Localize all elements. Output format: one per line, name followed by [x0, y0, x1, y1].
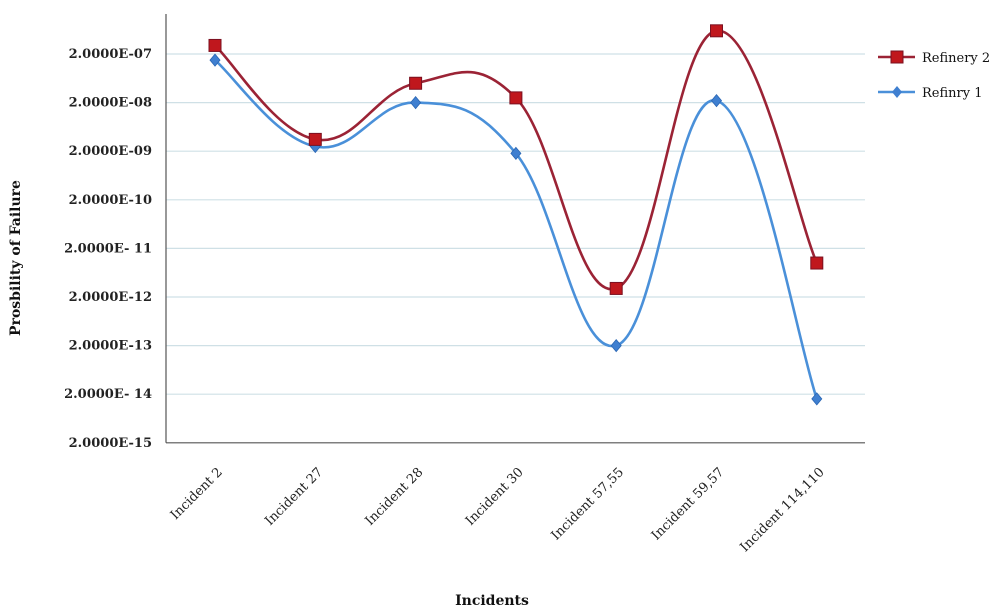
x-tick-label: Incident 114,110 — [738, 465, 828, 555]
legend-marker — [890, 50, 904, 64]
y-tick-label: 2.0000E-13 — [69, 339, 152, 354]
x-axis-title: Incidents — [455, 593, 529, 609]
y-tick-label: 2.0000E-07 — [69, 47, 152, 62]
data-point — [810, 256, 824, 270]
data-point — [308, 132, 322, 146]
data-point — [710, 24, 723, 38]
legend-label: Refinry 1 — [922, 86, 983, 101]
legend: Refinery 2 Refinry 1 — [878, 50, 990, 101]
legend-marker — [892, 86, 902, 98]
x-tick-label: Incident 57,55 — [549, 465, 627, 543]
y-tick-label: 2.0000E-09 — [69, 144, 152, 159]
data-point — [509, 91, 523, 105]
data-point — [811, 392, 823, 406]
x-tick-label: Incident 30 — [463, 465, 527, 529]
data-point — [510, 146, 522, 161]
y-tick-label: 2.0000E- 11 — [64, 241, 152, 256]
axes — [165, 14, 865, 444]
data-point — [710, 93, 723, 108]
gridlines — [166, 53, 865, 395]
y-axis-title: Prosbility of Failure — [8, 180, 24, 336]
y-tick-label: 2.0000E-10 — [69, 193, 152, 208]
data-point — [610, 338, 622, 353]
x-tick-label: Incident 27 — [262, 465, 326, 529]
x-tick-label: Incident 59,57 — [649, 465, 727, 543]
series-line — [214, 29, 818, 291]
data-point — [208, 38, 222, 52]
data-point — [409, 76, 423, 90]
y-tick-labels: 2.0000E-07 2.0000E-08 2.0000E-09 2.0000E-10… — [64, 47, 152, 451]
legend-label: Refinery 2 — [922, 51, 990, 66]
y-tick-label: 2.0000E-08 — [69, 96, 152, 111]
data-point — [410, 95, 422, 110]
data-point — [609, 281, 623, 295]
y-tick-label: 2.0000E-12 — [69, 290, 152, 305]
x-tick-labels: Incident 2 Incident 27 Incident 28 Incident… — [168, 465, 828, 555]
data-point — [209, 53, 221, 67]
x-tick-label: Incident 28 — [363, 465, 427, 529]
series-group — [208, 24, 824, 406]
x-tick-label: Incident 2 — [168, 465, 226, 523]
y-tick-label: 2.0000E- 14 — [64, 387, 152, 402]
y-tick-label: 2.0000E-15 — [69, 436, 152, 451]
series-line — [214, 59, 819, 400]
